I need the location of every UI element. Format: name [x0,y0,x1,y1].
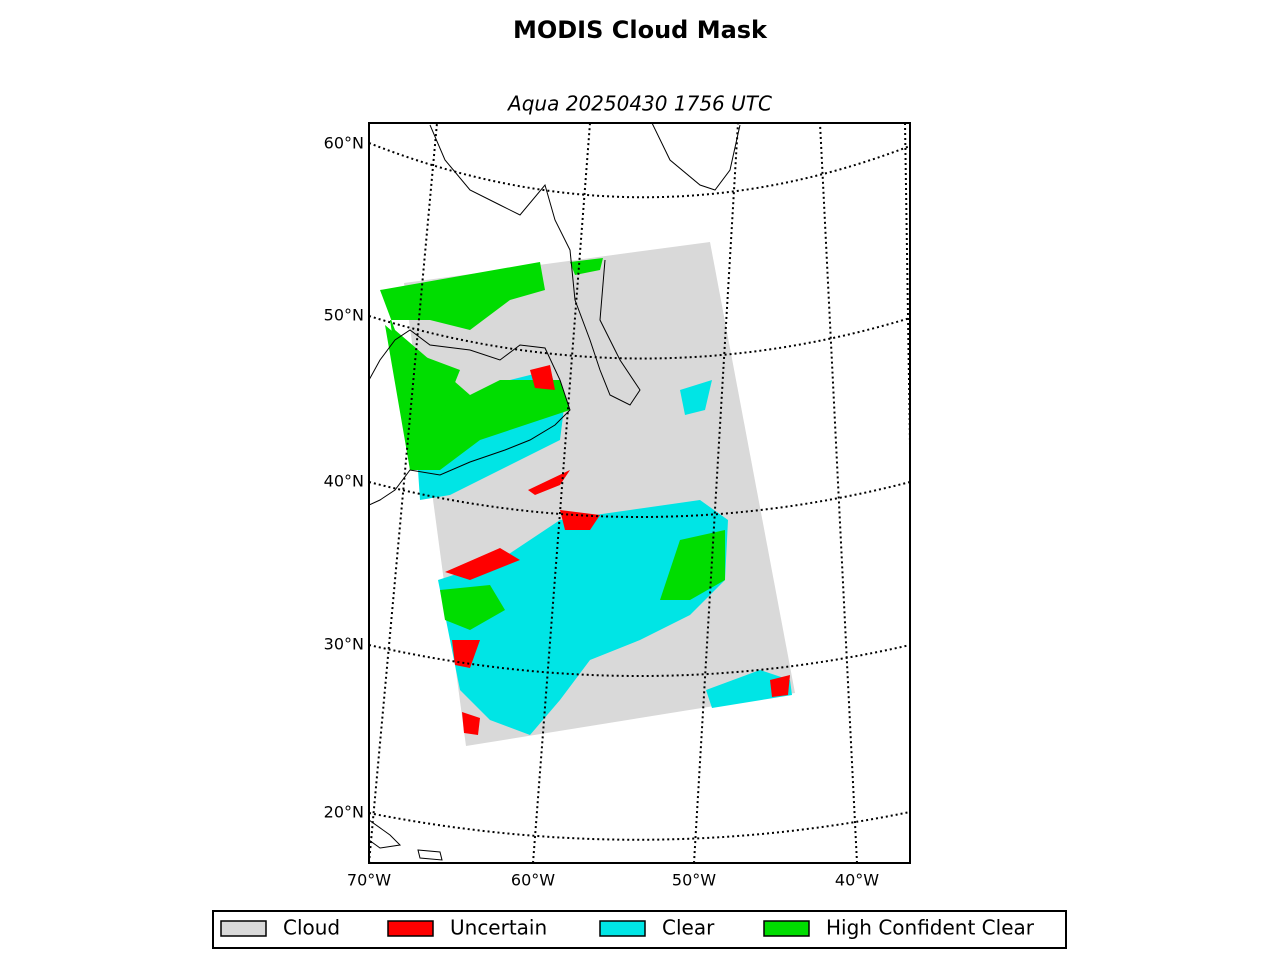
meridian [819,123,858,863]
lat-label: 50°N [324,306,364,325]
uncertain-areas [445,365,790,735]
coastline [369,819,443,861]
subtitle: Aqua 20250430 1756 UTC [506,92,772,116]
coastline [651,123,741,191]
title: MODIS Cloud Mask [513,16,768,44]
legend: Cloud Uncertain Clear High Confident Clear [220,916,1035,940]
legend-label: Cloud [283,916,340,940]
legend-label: Clear [662,916,715,940]
meridian [532,123,591,863]
parallel [369,481,910,518]
high-confident-clear-areas [380,258,725,630]
coastline [429,124,641,406]
legend-label: High Confident Clear [826,916,1035,940]
parallel [369,644,910,677]
meridian [693,123,739,863]
lat-label: 30°N [324,635,364,654]
lat-label: 60°N [324,134,364,153]
coastline [369,329,571,506]
lon-label: 60°W [511,871,555,890]
parallel [369,315,910,360]
lat-label: 40°N [324,472,364,491]
meridian [904,123,910,446]
map-area [369,123,910,863]
map-frame [368,122,911,864]
parallel [369,811,910,841]
legend-swatch [387,920,434,937]
legend-swatch [220,920,267,937]
legend-swatch [599,920,646,937]
lat-label: 20°N [324,803,364,822]
graticule [369,123,910,863]
meridian [369,123,438,863]
legend-label: Uncertain [450,916,547,940]
lon-label: 70°W [347,871,391,890]
parallel [369,142,910,199]
lon-label: 40°W [835,871,879,890]
legend-swatch [763,920,810,937]
lon-label: 50°W [672,871,716,890]
